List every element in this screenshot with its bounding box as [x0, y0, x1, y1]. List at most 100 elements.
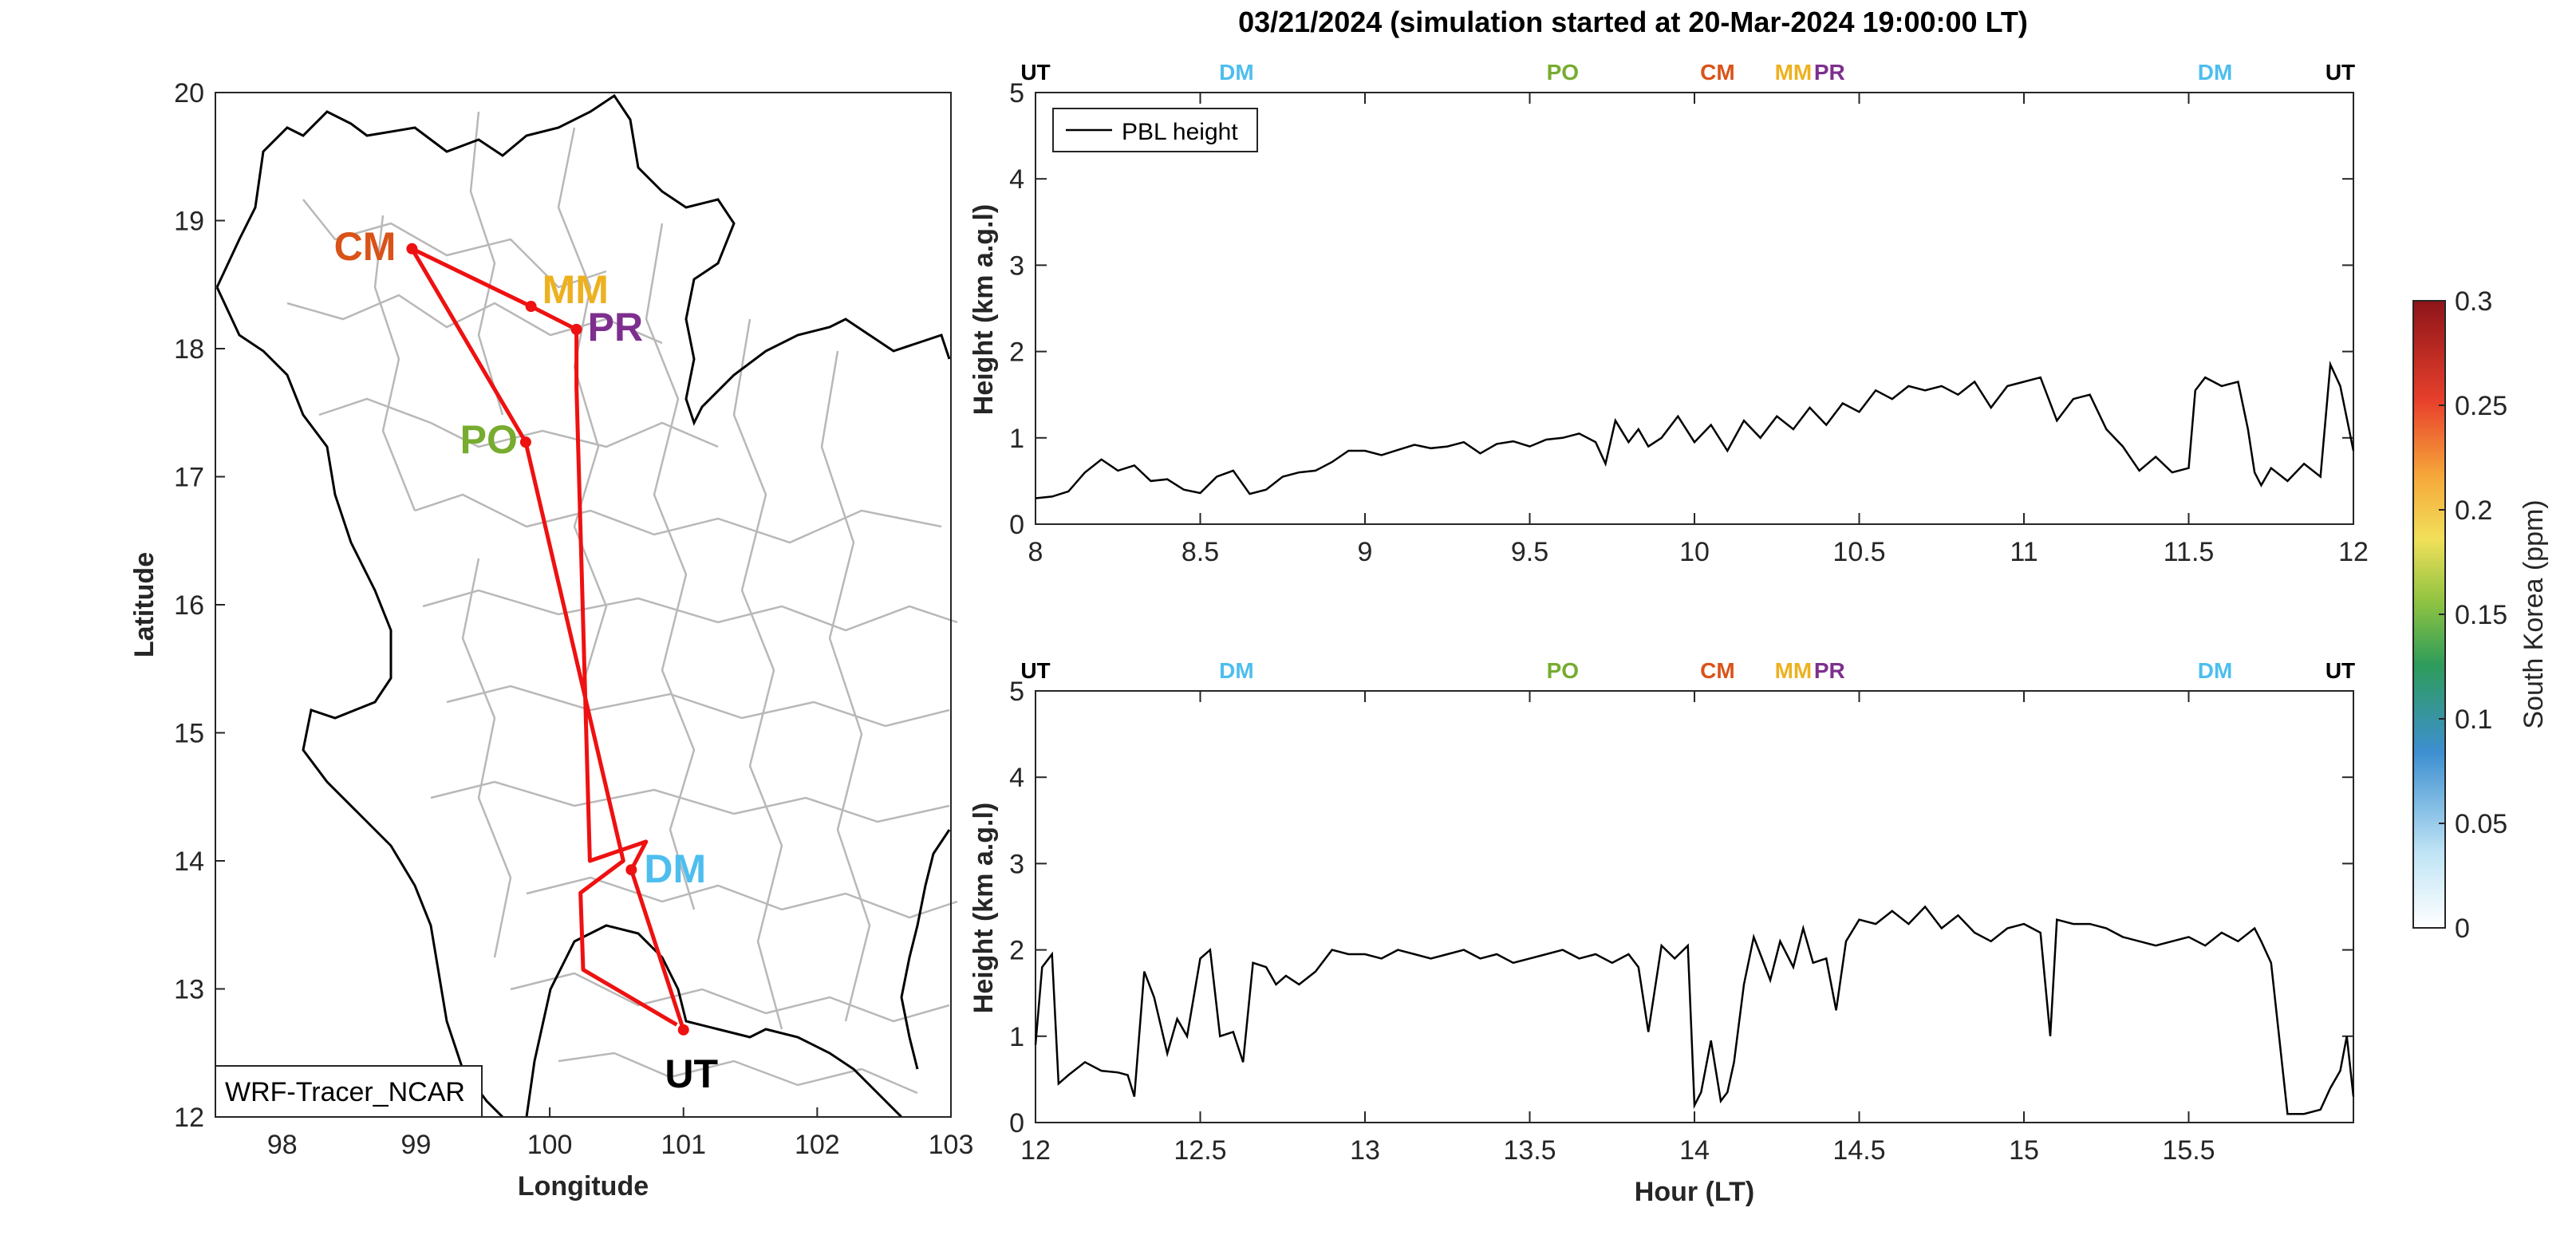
site-marker-cm: CM — [1700, 60, 1735, 85]
y-tick-label: 5 — [1009, 677, 1024, 707]
site-marker-po: PO — [1547, 658, 1579, 683]
y-tick-label: 4 — [1009, 763, 1024, 793]
x-tick-label: 13.5 — [1503, 1135, 1556, 1166]
y-tick-label: 3 — [1009, 849, 1024, 879]
top-chart-y-label: Height (km a.g.l) — [968, 204, 999, 415]
map-x-tick-label: 100 — [527, 1130, 573, 1160]
colorbar-ticks: 0 0.05 0.1 0.15 0.2 0.25 0.3 — [2439, 286, 2507, 944]
y-tick-label: 4 — [1009, 164, 1024, 195]
site-marker-ut: UT — [1020, 60, 1050, 85]
coastline — [525, 924, 903, 1119]
site-marker-pr: PR — [1814, 60, 1845, 85]
site-marker-mm: MM — [1775, 658, 1813, 683]
site-marker-dm: DM — [2198, 658, 2233, 683]
site-marker-dm: DM — [2198, 60, 2233, 85]
site-label-ut: UT — [665, 1052, 718, 1096]
y-tick-label: 2 — [1009, 936, 1024, 966]
y-tick-label: 0 — [1009, 1108, 1024, 1138]
x-tick-label: 12 — [2338, 537, 2369, 567]
y-tick-label: 3 — [1009, 251, 1024, 281]
colorbar-label: South Korea (ppm) — [2519, 499, 2549, 728]
x-tick-label: 10.5 — [1832, 537, 1885, 567]
map-x-tick-label: 101 — [661, 1130, 706, 1160]
site-marker-ut: UT — [2326, 658, 2355, 683]
map-y-tick-label: 18 — [174, 334, 204, 365]
x-tick-label: 9 — [1358, 537, 1373, 567]
map-y-label: Latitude — [129, 552, 160, 657]
map-x-label: Longitude — [518, 1171, 649, 1202]
site-point-cm — [406, 243, 418, 255]
map-x-tick-label: 103 — [929, 1130, 974, 1160]
site-label-pr: PR — [588, 305, 643, 349]
map-y-tick-label: 13 — [174, 975, 204, 1005]
site-marker-dm: DM — [1219, 60, 1254, 85]
map-y-tick-label: 15 — [174, 719, 204, 749]
colorbar-tick-label: 0.2 — [2455, 495, 2492, 526]
site-label-dm: DM — [644, 846, 706, 891]
x-tick-label: 14 — [1679, 1135, 1710, 1166]
x-tick-label: 8.5 — [1181, 537, 1219, 567]
source-box-label: WRF-Tracer_NCAR — [225, 1077, 465, 1107]
x-tick-label: 12 — [1020, 1135, 1051, 1166]
y-tick-label: 1 — [1009, 424, 1024, 454]
bottom-chart-pbl-line — [1034, 905, 2355, 1115]
map-y-tick-label: 17 — [174, 463, 204, 493]
site-marker-cm: CM — [1700, 658, 1735, 683]
site-marker-po: PO — [1547, 60, 1579, 85]
x-tick-label: 15.5 — [2162, 1135, 2215, 1166]
map-x-ticks: 98 99 100 101 102 103 — [267, 1107, 973, 1160]
x-tick-label: 10 — [1679, 537, 1710, 567]
colorbar-tick-label: 0.15 — [2455, 600, 2507, 630]
bottom-chart-site-markers: UT DM PO CM MM PR DM UT — [1020, 658, 2355, 683]
colorbar-tick-label: 0 — [2455, 914, 2470, 944]
site-marker-pr: PR — [1814, 658, 1845, 683]
top-chart-site-markers: UT DM PO CM MM PR DM UT — [1020, 60, 2355, 85]
site-marker-mm: MM — [1775, 60, 1813, 85]
colorbar-tick-label: 0.1 — [2455, 704, 2492, 735]
western-border — [215, 286, 504, 1119]
y-tick-label: 5 — [1009, 78, 1024, 109]
map-y-tick-label: 16 — [174, 590, 204, 621]
map-basemap — [215, 93, 958, 1119]
map-x-tick-label: 102 — [795, 1130, 840, 1160]
site-marker-dm: DM — [1219, 658, 1254, 683]
site-point-ut — [677, 1024, 689, 1036]
site-point-mm — [525, 301, 537, 313]
legend-label: PBL height — [1122, 119, 1238, 145]
site-point-pr — [570, 323, 582, 335]
map-y-tick-label: 19 — [174, 207, 204, 237]
colorbar-tick-label: 0.25 — [2455, 391, 2507, 421]
x-tick-label: 9.5 — [1511, 537, 1548, 567]
site-point-dm — [625, 864, 637, 876]
bottom-chart-y-label: Height (km a.g.l) — [968, 803, 999, 1013]
province-boundaries — [286, 111, 958, 1095]
country-border — [215, 93, 951, 426]
top-chart-axes-box — [1035, 92, 2354, 525]
figure-title: 03/21/2024 (simulation started at 20-Mar… — [1238, 6, 2028, 38]
source-box: WRF-Tracer_NCAR — [215, 1065, 483, 1118]
map-y-tick-label: 12 — [174, 1103, 204, 1133]
site-point-po — [519, 436, 531, 448]
colorbar-tick-label: 0.3 — [2455, 286, 2492, 317]
map-y-tick-label: 20 — [174, 78, 204, 109]
bottom-chart-axes-box — [1035, 690, 2354, 1123]
y-tick-label: 2 — [1009, 337, 1024, 368]
site-label-po: PO — [460, 417, 518, 462]
map-y-tick-label: 14 — [174, 846, 204, 877]
site-label-cm: CM — [334, 224, 396, 269]
y-tick-label: 0 — [1009, 510, 1024, 540]
x-tick-label: 11.5 — [2164, 537, 2215, 567]
colorbar: 0 0.05 0.1 0.15 0.2 0.25 0.3 South Korea (ppm) — [2412, 286, 2549, 944]
east-border — [900, 829, 951, 1070]
top-chart-pbl-line — [1035, 360, 2355, 499]
colorbar-tick-label: 0.05 — [2455, 809, 2507, 839]
site-marker-ut: UT — [2326, 60, 2355, 85]
map-x-tick-label: 98 — [267, 1130, 298, 1160]
site-label-mm: MM — [542, 267, 609, 312]
site-marker-ut: UT — [1020, 658, 1050, 683]
